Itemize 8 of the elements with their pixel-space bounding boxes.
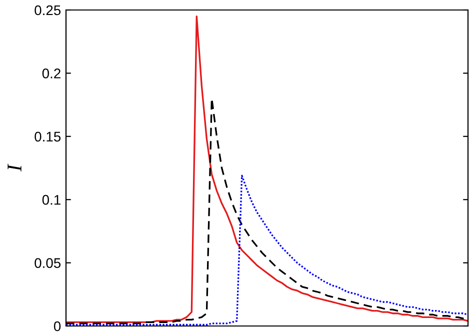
y-axis-title: I bbox=[8, 164, 22, 172]
y-tick-label: 0.25 bbox=[34, 5, 61, 16]
y-tick-label: 0.05 bbox=[34, 258, 61, 268]
y-tick-label: 0 bbox=[54, 321, 61, 332]
y-tick-label: 0.2 bbox=[42, 68, 60, 78]
line-series bbox=[66, 15, 468, 324]
y-tick-label: 0.1 bbox=[42, 194, 60, 205]
y-tick-label: 0.15 bbox=[34, 132, 61, 142]
